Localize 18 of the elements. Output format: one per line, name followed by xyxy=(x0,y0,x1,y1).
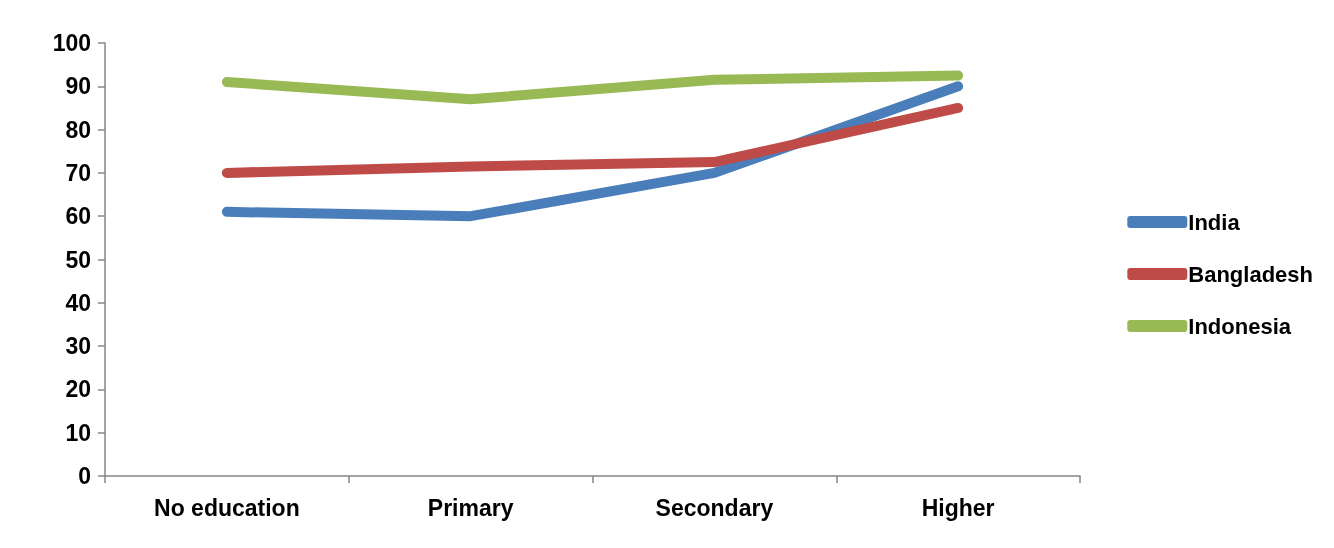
y-tick-label: 70 xyxy=(65,159,91,186)
y-tick-label: 80 xyxy=(65,116,91,143)
y-tick-label: 100 xyxy=(52,30,91,56)
legend-label: Bangladesh xyxy=(1188,261,1314,287)
legend-label: Indonesia xyxy=(1188,313,1292,339)
y-tick-label: 10 xyxy=(65,419,91,446)
x-tick-label: Primary xyxy=(427,494,514,521)
y-tick-label: 60 xyxy=(65,203,91,230)
x-tick-label: No education xyxy=(154,494,300,521)
legend-label: India xyxy=(1188,209,1241,235)
y-tick-label: 50 xyxy=(65,246,91,273)
y-tick-label: 20 xyxy=(65,376,91,403)
y-tick-label: 90 xyxy=(65,73,91,100)
y-tick-label: 0 xyxy=(78,463,91,489)
x-tick-label: Higher xyxy=(921,494,995,521)
y-tick-label: 40 xyxy=(65,289,91,316)
x-tick-label: Secondary xyxy=(655,494,774,521)
y-tick-label: 30 xyxy=(65,333,91,360)
